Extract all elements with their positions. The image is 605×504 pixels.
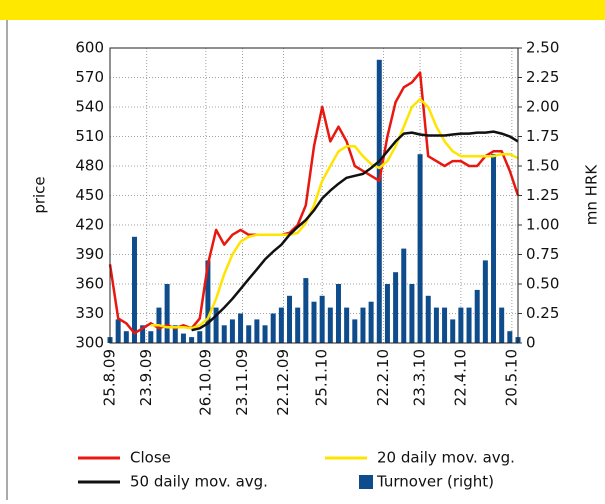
turnover-bar — [442, 307, 448, 343]
turnover-bar — [482, 260, 488, 343]
legend-label: Close — [130, 449, 171, 467]
y-tick-label: 390 — [75, 245, 104, 263]
x-tick-label: 20.5.10 — [502, 349, 520, 406]
y-axis-label: price — [31, 176, 49, 213]
turnover-bar — [172, 325, 178, 343]
turnover-bar — [319, 295, 325, 343]
turnover-bar — [311, 301, 317, 343]
turnover-bar — [189, 337, 195, 343]
turnover-bar — [303, 278, 309, 343]
turnover-bar — [295, 307, 301, 343]
y2-tick-label: 2.50 — [526, 39, 559, 57]
header-band — [0, 0, 605, 20]
y2-tick-label: 2.00 — [526, 98, 559, 116]
turnover-bar — [376, 59, 382, 344]
y-tick-label: 570 — [75, 68, 104, 86]
y2-tick-label: 1.75 — [526, 127, 559, 145]
turnover-bar — [278, 307, 284, 343]
series-line — [150, 97, 519, 330]
turnover-bar — [140, 325, 146, 343]
turnover-bar — [450, 319, 456, 343]
x-tick-label: 26.10.09 — [196, 349, 214, 416]
turnover-bar — [458, 307, 464, 343]
y2-tick-label: 1.25 — [526, 186, 559, 204]
turnover-bar — [115, 319, 121, 343]
turnover-bar — [262, 325, 268, 343]
x-tick-label: 23.11.09 — [233, 349, 251, 416]
turnover-bar — [246, 325, 252, 343]
x-tick-label: 22.2.10 — [374, 349, 392, 406]
legend-swatch — [359, 475, 373, 489]
turnover-bar — [131, 236, 137, 343]
y2-tick-label: 0 — [526, 334, 536, 352]
turnover-bar — [123, 331, 129, 343]
legend-label: 20 daily mov. avg. — [377, 449, 515, 467]
turnover-bar — [466, 307, 472, 343]
turnover-bar — [507, 331, 513, 343]
x-tick-label: 25.1.10 — [313, 349, 331, 406]
turnover-bar — [368, 301, 374, 343]
legend-label: Turnover (right) — [376, 473, 494, 491]
x-tick-label: 22.12.09 — [274, 349, 292, 416]
y-tick-label: 420 — [75, 216, 104, 234]
y2-tick-label: 1.00 — [526, 216, 559, 234]
x-tick-label: 23.3.10 — [411, 349, 429, 406]
y2-tick-label: 0.50 — [526, 275, 559, 293]
y-tick-label: 540 — [75, 98, 104, 116]
y-tick-label: 360 — [75, 275, 104, 293]
turnover-bar — [384, 284, 390, 343]
turnover-bar — [401, 248, 407, 343]
x-tick-label: 25.8.09 — [101, 349, 119, 406]
series-line — [191, 130, 519, 332]
turnover-bar — [409, 284, 415, 343]
y2-tick-label: 0.25 — [526, 304, 559, 322]
turnover-bar — [229, 319, 235, 343]
legend-label: 50 daily mov. avg. — [130, 473, 268, 491]
turnover-bar — [393, 272, 399, 343]
turnover-bar — [238, 313, 244, 343]
y2-tick-label: 0.75 — [526, 245, 559, 263]
turnover-bar — [433, 307, 439, 343]
turnover-bar — [344, 307, 350, 343]
turnover-bar — [491, 154, 497, 343]
turnover-bar — [148, 331, 154, 343]
turnover-bar — [335, 284, 341, 343]
x-tick-label: 23.9.09 — [137, 349, 155, 406]
y2-tick-label: 1.50 — [526, 157, 559, 175]
turnover-bar — [287, 295, 293, 343]
turnover-bar — [425, 295, 431, 343]
plot-frame — [109, 47, 519, 344]
y2-axis-label: mn HRK — [583, 164, 601, 226]
turnover-bar — [180, 333, 186, 343]
y-tick-label: 600 — [75, 39, 104, 57]
y-tick-label: 510 — [75, 127, 104, 145]
y-tick-label: 450 — [75, 186, 104, 204]
turnover-bar — [213, 307, 219, 343]
y2-tick-label: 2.25 — [526, 68, 559, 86]
y-tick-label: 480 — [75, 157, 104, 175]
x-tick-label: 22.4.10 — [451, 349, 469, 406]
turnover-bar — [221, 325, 227, 343]
turnover-bar — [327, 307, 333, 343]
turnover-bar — [417, 154, 423, 343]
turnover-bar — [164, 284, 170, 343]
turnover-bar — [499, 307, 505, 343]
turnover-bar — [360, 307, 366, 343]
turnover-bar — [270, 313, 276, 343]
turnover-bar — [197, 331, 203, 343]
y-tick-label: 300 — [75, 334, 104, 352]
turnover-bar — [205, 260, 211, 343]
y-tick-label: 330 — [75, 304, 104, 322]
turnover-bar — [254, 319, 260, 343]
turnover-bar — [352, 319, 358, 343]
turnover-bar — [474, 289, 480, 343]
